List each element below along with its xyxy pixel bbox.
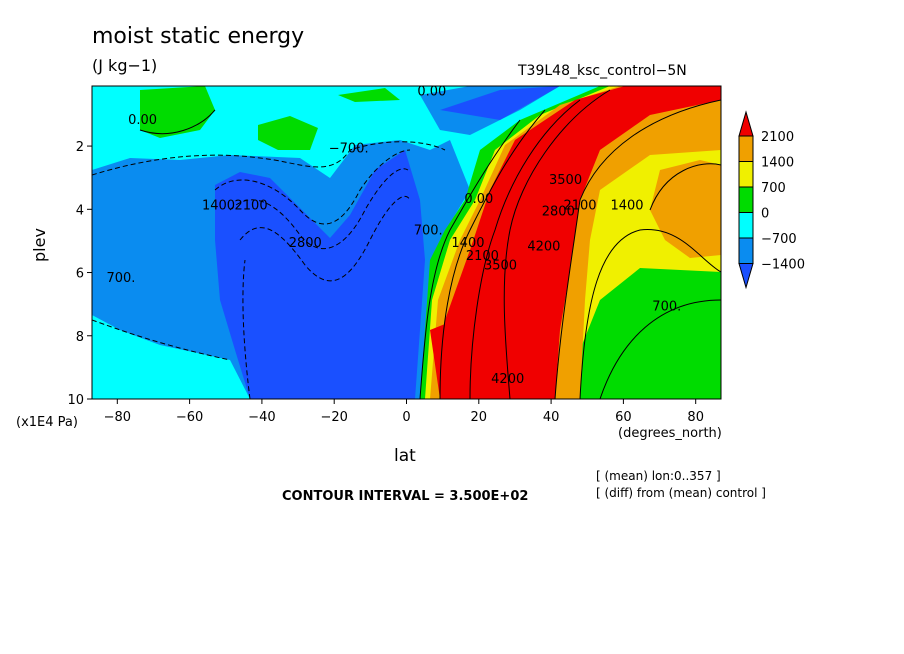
contour-lines [92,89,721,399]
x-tick-label: 80 [687,410,704,425]
colorbar-swatch [738,237,754,264]
x-tick-label: 60 [615,410,632,425]
contour-label: 700. [106,271,135,286]
contour-label: −700. [329,141,369,156]
colorbar-swatch [738,186,754,213]
cyan-top-left [92,86,140,140]
contour-label: 1400 [202,198,235,213]
contour-label: 700. [414,224,443,239]
contour-label: 3500 [549,173,582,188]
contour-interval: CONTOUR INTERVAL = 3.500E+02 [282,489,529,504]
contour-label: 700. [652,299,681,314]
x-tick-label: −60 [176,410,203,425]
x-tick-label: −20 [320,410,347,425]
y-tick-label: 4 [76,203,84,218]
contour-label: 3500 [484,258,517,273]
x-axis-title: lat [394,446,416,466]
chart-title: moist static energy [92,24,305,49]
x-tick-label: 0 [402,410,410,425]
contour-label: 4200 [527,239,560,254]
deep-blue-band-top [440,86,560,120]
colorbar-swatch [738,135,754,162]
contour-label: 1400 [610,198,643,213]
contour-label: 2100 [563,198,596,213]
y-tick-label: 2 [76,140,84,155]
y-axis-units: (x1E4 Pa) [16,415,78,430]
y-tick-label: 6 [76,267,84,282]
colorbar-bottom-arrow [738,263,754,290]
colorbar-swatch [738,161,754,188]
run-label: T39L48_ksc_control−5N [518,63,687,79]
colorbar: 2100 1400 700 0 −700 −1400 [738,110,805,290]
contour-label: 4200 [491,372,524,387]
y-tick-label: 10 [67,393,84,408]
red-bottom-patch [430,320,475,399]
colorbar-top-arrow [738,110,754,137]
x-tick-label: −40 [248,410,275,425]
colorbar-swatch [738,212,754,239]
contour-label: 2100 [466,249,499,264]
x-axis-ticks: −80 −60 −40 −20 0 20 40 60 80 [104,399,704,425]
x-tick-label: 40 [543,410,560,425]
contour-label: 0.00 [417,84,446,99]
green-patch-mid [258,116,318,150]
colorbar-label: 0 [761,207,769,222]
contour-labels: 0.000.00−700.1400 21002800700.700.0.00140… [106,84,681,387]
contour-label: 2100 [235,198,268,213]
x-tick-label: 20 [471,410,488,425]
colorbar-label: −1400 [761,258,805,273]
contour-label: 1400 [451,236,484,251]
colorbar-label: −700 [761,232,797,247]
red-region [440,86,721,399]
colorbar-label: 1400 [761,156,794,171]
colorbar-label: 700 [761,181,786,196]
y-axis-title: plev [30,228,49,262]
green-patch-top [338,88,400,102]
note-diff-control: [ (diff) from (mean) control ] [596,486,766,500]
x-tick-label: −80 [104,410,131,425]
filled-contours [92,86,721,399]
colorbar-label: 2100 [761,130,794,145]
x-axis-units: (degrees_north) [618,426,722,441]
deep-blue-region [215,150,425,399]
contour-label: 0.00 [464,192,493,207]
contour-label: 2800 [289,236,322,251]
chart-units: (J kg−1) [92,56,158,75]
y-axis-ticks: 2 4 6 8 10 [67,140,92,408]
note-mean-lon: [ (mean) lon:0..357 ] [596,469,721,483]
contour-label: 2800 [542,205,575,220]
y-tick-label: 8 [76,330,84,345]
contour-label: 0.00 [128,113,157,128]
